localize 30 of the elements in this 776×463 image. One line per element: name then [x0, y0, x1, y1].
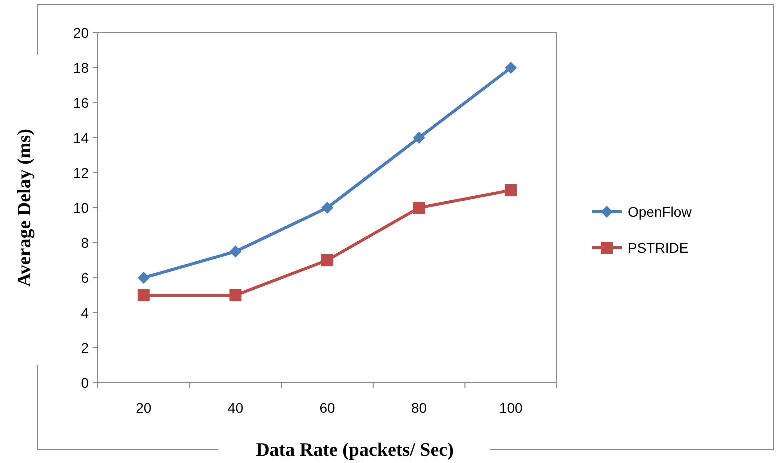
y-tick-label: 18	[73, 60, 90, 76]
y-tick-label: 2	[81, 340, 90, 356]
point	[322, 202, 334, 214]
y-tick-label: 4	[81, 304, 90, 321]
point	[230, 246, 242, 258]
point	[230, 290, 242, 302]
point	[413, 132, 426, 144]
point	[322, 254, 334, 266]
x-tick-label: 20	[136, 400, 152, 416]
y-tick-label: 10	[73, 200, 90, 216]
y-tick-label: 20	[73, 24, 90, 41]
y-tick-label: 0	[81, 374, 90, 391]
x-tick-label: 100	[499, 400, 523, 416]
legend-label: PSTRIDE	[628, 240, 689, 256]
point	[505, 184, 518, 196]
point	[138, 290, 150, 302]
legend-label: OpenFlow	[628, 204, 693, 220]
y-tick-label: 12	[73, 164, 90, 181]
point	[138, 272, 150, 284]
y-axis-title: Average Delay (ms)	[14, 129, 36, 287]
point	[413, 202, 426, 214]
x-tick-label: 40	[228, 400, 244, 416]
x-tick-label: 80	[412, 400, 428, 416]
x-tick-label: 60	[320, 400, 336, 416]
point	[505, 62, 518, 74]
y-tick-label: 14	[73, 130, 90, 146]
y-tick-label: 6	[81, 270, 90, 286]
y-tick-label: 8	[81, 234, 90, 251]
y-tick-label: 16	[73, 94, 90, 111]
x-axis-title: Data Rate (packets/ Sec)	[256, 440, 454, 461]
